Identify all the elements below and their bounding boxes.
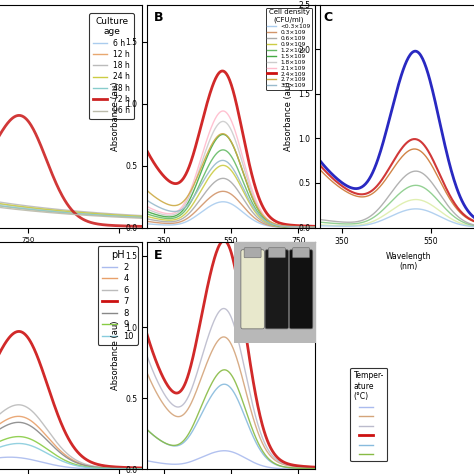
Legend: 2, 4, 6, 7, 8, 9, 10: 2, 4, 6, 7, 8, 9, 10 <box>98 246 138 345</box>
Y-axis label: Absorbance (au): Absorbance (au) <box>283 82 292 151</box>
Y-axis label: Absorbance (au): Absorbance (au) <box>110 321 119 390</box>
Text: C: C <box>324 11 333 25</box>
Legend: <0.3×109, 0.3×109, 0.6×109, 0.9×109, 1.2×109, 1.5×109, 1.8×109, 2.1×109, 2.4×109: <0.3×109, 0.3×109, 0.6×109, 0.9×109, 1.2… <box>266 8 312 90</box>
Legend: , , , , , : , , , , , <box>350 368 387 461</box>
Y-axis label: Absorbance (au): Absorbance (au) <box>110 82 119 151</box>
Text: E: E <box>154 248 162 262</box>
Text: B: B <box>154 11 163 25</box>
Legend: 6 h, 12 h, 18 h, 24 h, 48 h, 72 h, 96 h: 6 h, 12 h, 18 h, 24 h, 48 h, 72 h, 96 h <box>89 13 134 119</box>
X-axis label: Wavelength
(nm): Wavelength (nm) <box>386 252 431 271</box>
X-axis label: (nm): (nm) <box>19 249 37 258</box>
X-axis label: Wavelength (nm): Wavelength (nm) <box>195 252 267 261</box>
